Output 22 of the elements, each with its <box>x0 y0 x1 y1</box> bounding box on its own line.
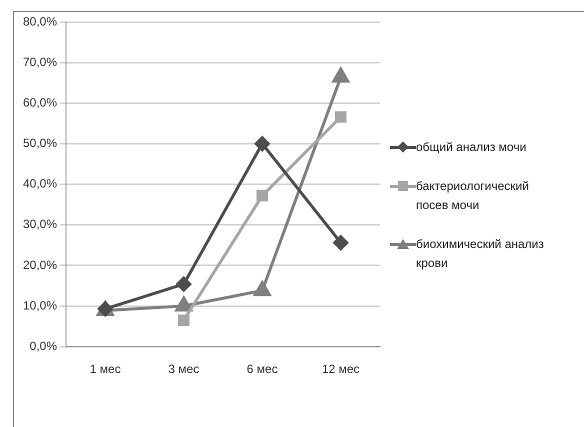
y-tick-label: 20,0% <box>22 258 58 272</box>
legend-label: биохимический анализ крови <box>416 236 545 272</box>
point <box>176 276 192 292</box>
x-tick-label: 1 мес <box>90 362 121 376</box>
x-tick-label: 3 мес <box>168 362 200 376</box>
point <box>335 111 346 123</box>
y-tick-label: 10,0% <box>22 298 58 312</box>
point <box>333 235 348 250</box>
point <box>254 136 270 152</box>
x-tick-label: 12 мес <box>322 362 360 376</box>
point <box>178 314 190 326</box>
y-tick-label: 70,0% <box>22 54 58 69</box>
y-tick-label: 40,0% <box>22 176 58 191</box>
y-tick-label: 50,0% <box>22 136 58 150</box>
y-tick-label: 60,0% <box>22 95 58 110</box>
y-tick-label: 0,0% <box>30 338 58 353</box>
y-tick-label: 80,0% <box>22 14 58 28</box>
legend-label: общий анализ мочи <box>416 139 526 156</box>
x-tick-label: 6 мес <box>246 362 278 376</box>
point <box>256 190 268 202</box>
y-tick-label: 30,0% <box>22 217 58 232</box>
legend-label: бактериологический посев мочи <box>416 178 530 214</box>
